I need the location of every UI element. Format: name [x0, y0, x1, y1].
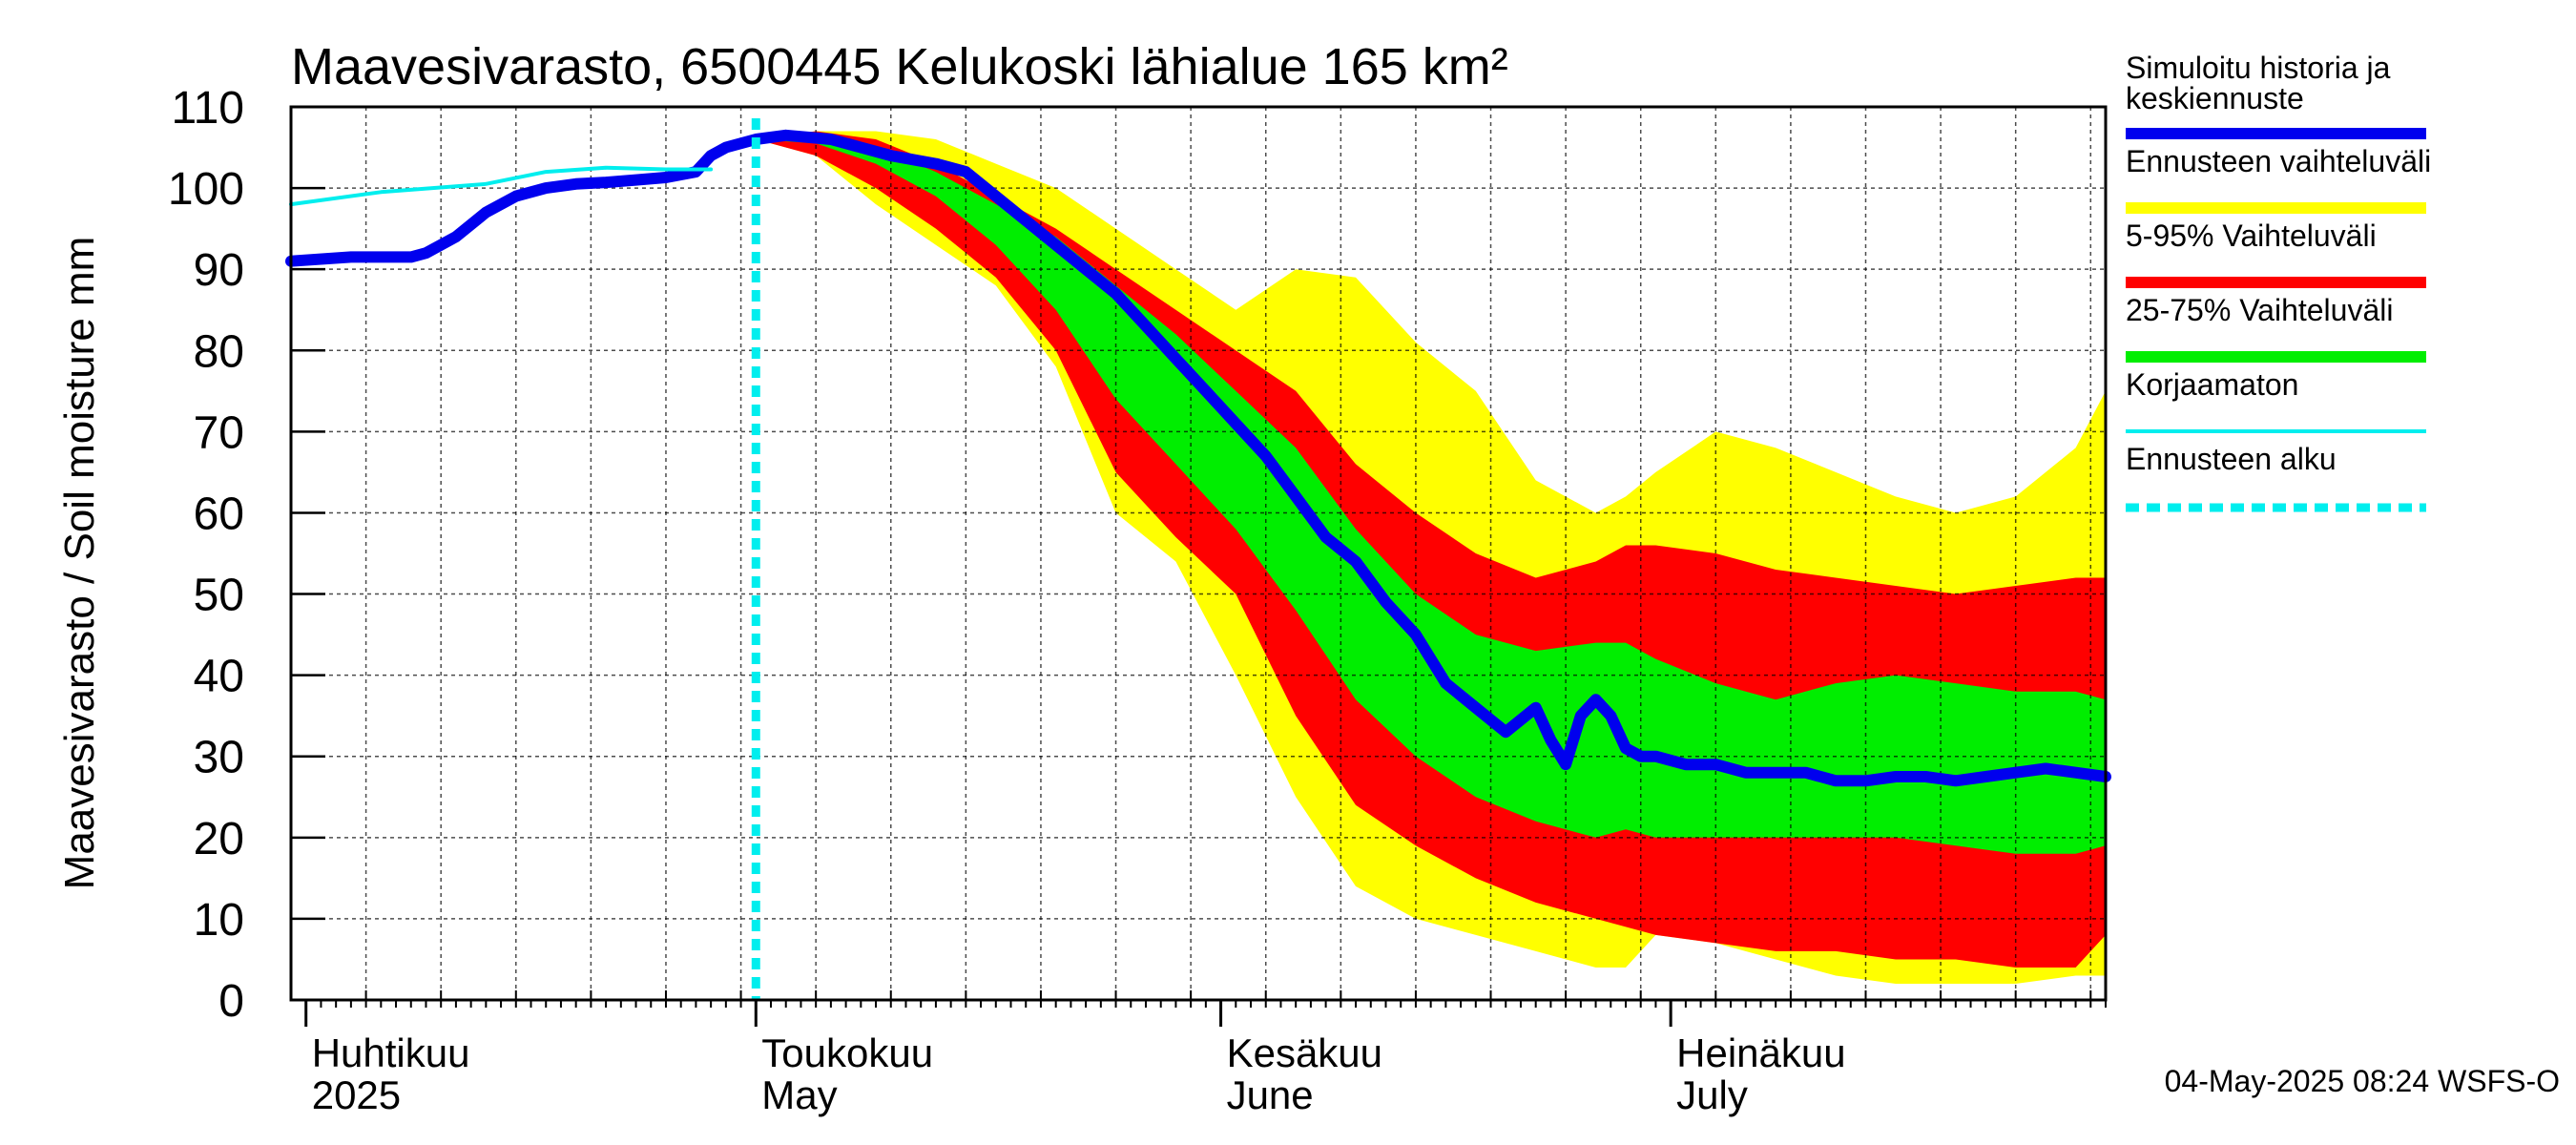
month-label-fi: Toukokuu [761, 1030, 933, 1075]
month-label-en: July [1676, 1072, 1748, 1117]
y-tick-label: 30 [194, 733, 244, 783]
y-axis-label: Maavesivarasto / Soil moisture mm [56, 237, 103, 890]
month-label-fi: Heinäkuu [1676, 1030, 1845, 1075]
legend-label: 25-75% Vaihteluväli [2126, 293, 2393, 327]
y-tick-label: 10 [194, 895, 244, 946]
month-label-en: May [761, 1072, 837, 1117]
y-tick-label: 90 [194, 245, 244, 296]
y-tick-label: 40 [194, 652, 244, 702]
y-tick-label: 80 [194, 326, 244, 377]
month-label-fi: Kesäkuu [1227, 1030, 1382, 1075]
legend-label: Ennusteen alku [2126, 442, 2337, 476]
legend-label: Korjaamaton [2126, 367, 2298, 402]
legend-label: 5-95% Vaihteluväli [2126, 219, 2377, 253]
legend-label: keskiennuste [2126, 81, 2304, 115]
series-korjaamaton [289, 165, 714, 207]
band-25-75-vaihteluv-li [756, 135, 2106, 854]
month-label-en: 2025 [312, 1072, 401, 1117]
y-tick-label: 70 [194, 407, 244, 458]
chart-title: Maavesivarasto, 6500445 Kelukoski lähial… [291, 38, 1508, 95]
y-tick-label: 0 [218, 976, 244, 1027]
legend-label: Simuloitu historia ja [2126, 51, 2391, 85]
y-tick-label: 50 [194, 571, 244, 621]
y-tick-label: 100 [168, 164, 244, 215]
legend-label: Ennusteen vaihteluväli [2126, 144, 2431, 178]
series-simuloitu-historia-ja-keskiennuste [285, 129, 2111, 787]
timestamp-footer: 04-May-2025 08:24 WSFS-O [2165, 1064, 2560, 1098]
y-tick-label: 20 [194, 814, 244, 864]
month-label-en: June [1227, 1072, 1314, 1117]
plot-frame [289, 105, 2108, 1002]
month-label-fi: Huhtikuu [312, 1030, 470, 1075]
grid [291, 107, 2106, 1000]
y-tick-label: 60 [194, 489, 244, 539]
y-tick-label: 110 [171, 83, 244, 134]
